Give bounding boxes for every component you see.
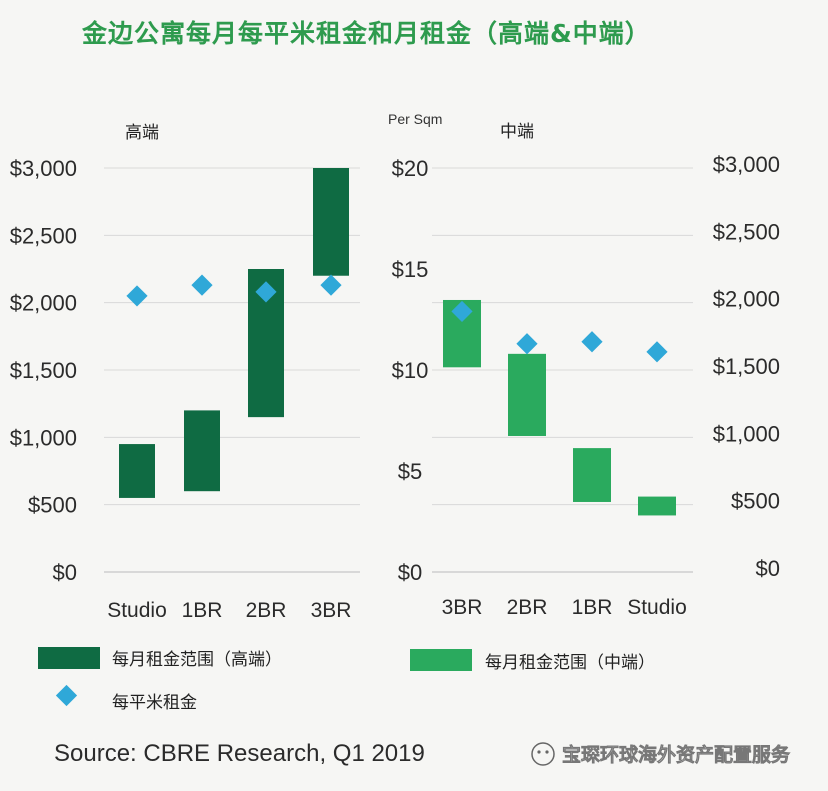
y-tick-mid-right-6: $3,000 — [713, 152, 780, 177]
watermark-logo — [531, 742, 555, 766]
x-label-mid-end-2BR: 2BR — [507, 596, 548, 619]
y-tick-left-panel-5: $2,500 — [10, 223, 77, 248]
y-tick-mid-left-1: $5 — [398, 459, 422, 484]
marker-high-end-Studio — [126, 285, 148, 307]
watermark-text: 宝琛环球海外资产配置服务 — [562, 743, 791, 766]
y-axis-unit-label: Per Sqm — [388, 111, 442, 127]
page-title: 金边公寓每月每平米租金和月租金（高端&中端） — [82, 19, 651, 48]
bar-high-end-Studio — [119, 444, 155, 498]
bar-mid-end-Studio — [638, 496, 676, 516]
legend-swatch-high-end — [38, 647, 100, 669]
bar-mid-end-1BR — [573, 448, 611, 502]
y-tick-mid-right-4: $2,000 — [713, 287, 780, 312]
y-tick-left-panel-2: $1,000 — [10, 425, 77, 450]
y-tick-left-panel-0: $0 — [53, 560, 77, 585]
marker-high-end-3BR — [320, 274, 342, 296]
y-tick-mid-left-2: $10 — [392, 358, 429, 383]
marker-high-end-1BR — [191, 274, 213, 296]
y-tick-mid-left-4: $20 — [392, 156, 429, 181]
bar-mid-end-2BR — [508, 353, 546, 436]
source-note: Source: CBRE Research, Q1 2019 — [54, 740, 425, 767]
legend-swatch-mid-end — [410, 649, 472, 671]
bar-high-end-1BR — [184, 410, 220, 492]
x-label-high-end-2BR: 2BR — [246, 599, 287, 622]
y-tick-left-panel-6: $3,000 — [10, 156, 77, 181]
y-tick-mid-right-1: $500 — [731, 489, 780, 514]
bar-layer — [119, 168, 676, 516]
y-tick-left-panel-3: $1,500 — [10, 358, 77, 383]
bar-high-end-3BR — [313, 168, 349, 276]
panel-title-mid-end: 中端 — [500, 122, 534, 141]
marker-mid-end-2BR — [516, 333, 538, 355]
legend-label-high-end: 每月租金范围（高端） — [112, 650, 282, 669]
y-tick-mid-right-0: $0 — [756, 556, 780, 581]
x-label-high-end-Studio: Studio — [107, 599, 167, 622]
x-label-mid-end-Studio: Studio — [627, 596, 687, 619]
x-label-high-end-3BR: 3BR — [311, 599, 352, 622]
legend-marker-per-sqm — [55, 684, 78, 707]
marker-mid-end-1BR — [581, 331, 603, 353]
legend-label-mid-end: 每月租金范围（中端） — [485, 653, 655, 672]
marker-layer — [126, 274, 668, 363]
panel-title-high-end: 高端 — [125, 123, 159, 142]
x-label-high-end-1BR: 1BR — [182, 599, 223, 622]
x-label-mid-end-1BR: 1BR — [572, 596, 613, 619]
y-tick-left-panel-4: $2,000 — [10, 291, 77, 316]
y-tick-mid-left-3: $15 — [392, 257, 429, 282]
y-tick-left-panel-1: $500 — [28, 493, 77, 518]
y-tick-mid-right-3: $1,500 — [713, 354, 780, 379]
legend-label-per-sqm: 每平米租金 — [112, 693, 197, 712]
y-tick-mid-right-2: $1,000 — [713, 421, 780, 446]
grid-layer — [104, 167, 693, 573]
x-label-mid-end-3BR: 3BR — [442, 596, 483, 619]
y-tick-mid-right-5: $2,500 — [713, 219, 780, 244]
text-layer: $0 $500 $1,000 $1,500 $2,000 $2,500 $3,000 高端 St… — [10, 111, 780, 622]
marker-mid-end-Studio — [646, 341, 668, 363]
y-tick-mid-left-0: $0 — [398, 560, 422, 585]
